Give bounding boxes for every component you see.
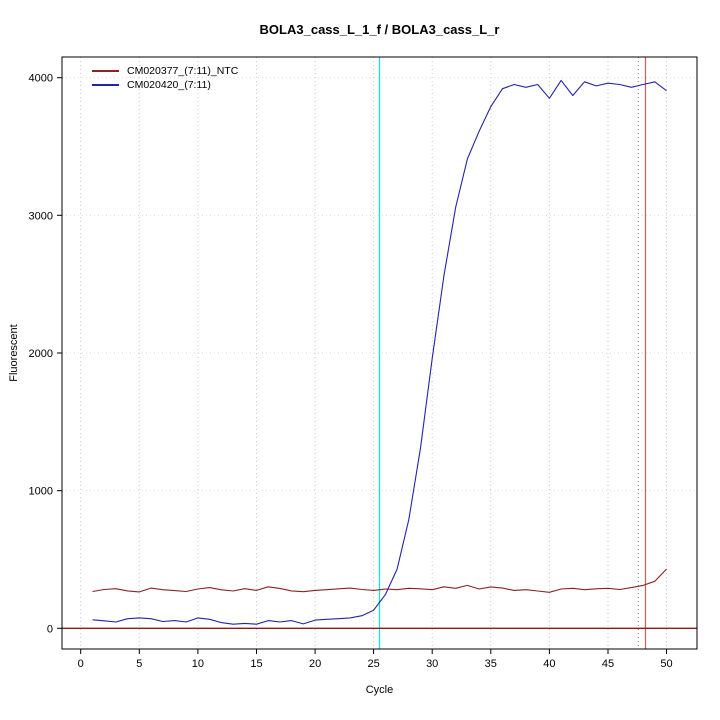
- legend-label-ntc: CM020377_(7:11)_NTC: [127, 65, 239, 77]
- y-tick-label: 1000: [29, 486, 53, 498]
- y-tick-label: 4000: [29, 73, 53, 85]
- x-tick-label: 35: [485, 658, 497, 670]
- series-line-1: [92, 79, 667, 625]
- y-tick-label: 2000: [29, 348, 53, 360]
- y-tick-label: 3000: [29, 210, 53, 222]
- x-tick-label: 5: [136, 658, 142, 670]
- legend: CM020377_(7:11)_NTC CM020420_(7:11): [92, 64, 238, 92]
- x-tick-label: 50: [660, 658, 672, 670]
- x-tick-label: 40: [543, 658, 555, 670]
- x-tick-label: 10: [192, 658, 204, 670]
- series-line-0: [92, 568, 667, 593]
- legend-line-swatch-ntc: [92, 70, 119, 72]
- legend-item-sample: CM020420_(7:11): [92, 78, 238, 92]
- x-tick-label: 15: [250, 658, 262, 670]
- x-tick-label: 45: [602, 658, 614, 670]
- x-axis-title: Cycle: [365, 684, 394, 696]
- y-axis-title: Fluorescent: [8, 324, 20, 382]
- legend-line-swatch-sample: [92, 84, 119, 86]
- x-tick-label: 30: [426, 658, 438, 670]
- chart-title: BOLA3_cass_L_1_f / BOLA3_cass_L_r: [259, 22, 500, 37]
- x-tick-label: 20: [309, 658, 321, 670]
- legend-item-ntc: CM020377_(7:11)_NTC: [92, 64, 238, 78]
- x-tick-label: 0: [78, 658, 84, 670]
- y-tick-label: 0: [47, 623, 53, 635]
- legend-label-sample: CM020420_(7:11): [127, 79, 211, 91]
- x-tick-label: 25: [367, 658, 379, 670]
